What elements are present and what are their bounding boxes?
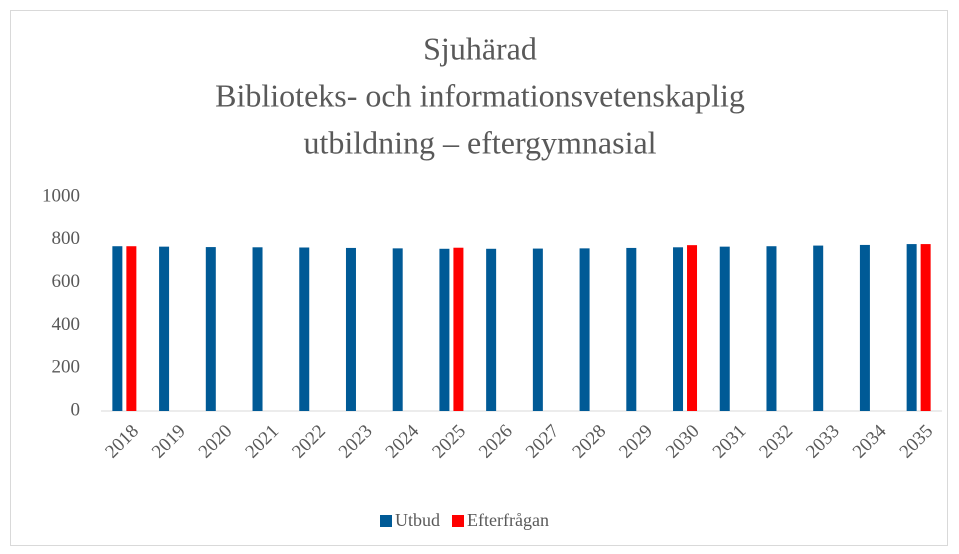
bar: [673, 247, 684, 411]
y-tick-label: 800: [52, 228, 81, 249]
y-tick-label: 600: [52, 271, 81, 292]
bar: [126, 246, 137, 411]
y-tick-label: 1000: [42, 185, 80, 206]
bar: [532, 248, 543, 411]
y-tick-label: 0: [71, 399, 81, 420]
chart-title: utbildning – eftergymnasial: [303, 124, 656, 160]
y-tick-label: 200: [52, 357, 81, 378]
legend-swatch: [380, 515, 392, 527]
bar: [906, 244, 917, 411]
legend-label: Efterfrågan: [467, 510, 549, 530]
bar: [159, 246, 170, 411]
bar: [439, 248, 450, 411]
legend-swatch: [452, 515, 464, 527]
bar: [252, 247, 263, 411]
bar: [345, 247, 356, 411]
bar: [392, 248, 403, 411]
bar: [626, 247, 637, 411]
bar: [766, 246, 777, 411]
bar: [579, 248, 590, 411]
bar: [920, 244, 931, 411]
chart-title: Sjuhärad: [423, 30, 537, 66]
y-tick-label: 400: [52, 314, 81, 335]
bar: [719, 246, 730, 411]
legend-label: Utbud: [395, 510, 440, 530]
bar: [299, 247, 310, 411]
bar: [205, 247, 216, 411]
chart-title: Biblioteks- och informationsvetenskaplig: [215, 77, 745, 113]
bar: [859, 244, 870, 411]
bar: [486, 248, 497, 411]
bar: [453, 247, 464, 411]
bar: [687, 245, 698, 411]
bar: [112, 246, 123, 411]
bar: [813, 245, 824, 411]
